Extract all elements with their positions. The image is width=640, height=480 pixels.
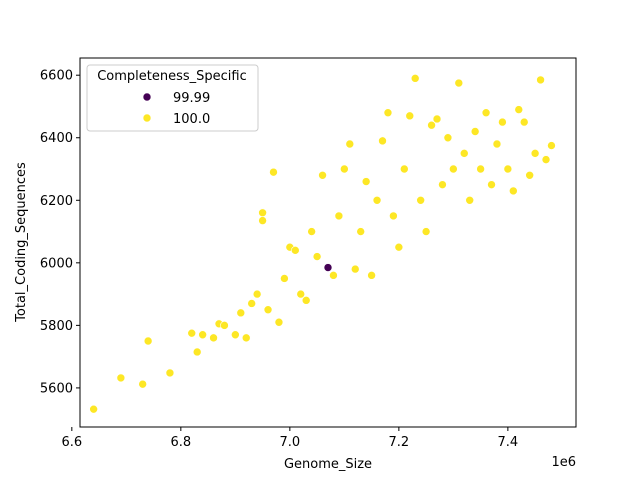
data-point <box>340 164 349 174</box>
x-offset-label: 1e6 <box>551 455 576 470</box>
data-point <box>356 227 366 236</box>
data-point <box>350 264 360 274</box>
data-point <box>410 74 420 83</box>
y-axis: 5600 5800 6000 6200 6400 6600 <box>40 69 80 396</box>
data-point <box>400 164 409 174</box>
data-point <box>345 139 355 149</box>
data-point <box>252 289 262 299</box>
data-point <box>449 164 458 174</box>
data-point <box>383 108 393 118</box>
data-point <box>547 141 556 150</box>
data-point <box>476 164 485 174</box>
points-layer <box>89 74 556 414</box>
data-point <box>269 167 278 177</box>
y-tick-label: 6400 <box>40 131 73 146</box>
data-point <box>487 180 496 189</box>
data-point <box>509 186 518 196</box>
data-point <box>405 111 415 121</box>
data-point <box>241 333 251 343</box>
data-point <box>361 177 371 186</box>
data-point <box>470 127 480 136</box>
data-point <box>143 336 153 346</box>
data-point <box>427 120 436 130</box>
data-point <box>394 242 404 252</box>
data-point <box>525 170 534 180</box>
data-point <box>323 263 333 272</box>
legend-marker-100-0 <box>142 113 152 123</box>
data-point <box>541 155 551 164</box>
y-tick-label: 6000 <box>40 256 73 271</box>
data-point <box>165 368 175 378</box>
y-axis-label: Total_Coding_Sequences <box>14 162 29 323</box>
data-point <box>301 296 311 305</box>
data-point <box>432 114 442 124</box>
y-tick-label: 5800 <box>40 319 73 334</box>
x-tick-label: 6.8 <box>170 435 191 450</box>
x-tick-label: 7.0 <box>280 435 301 450</box>
data-point <box>296 289 306 299</box>
data-point <box>334 211 344 221</box>
data-point <box>481 108 491 118</box>
data-point <box>116 373 126 383</box>
data-point <box>318 170 327 180</box>
data-point <box>198 330 207 340</box>
legend-label-99-99: 99.99 <box>173 91 210 106</box>
data-point <box>258 216 267 225</box>
data-point <box>280 274 289 283</box>
legend-marker-99-99 <box>142 92 152 102</box>
data-point <box>209 333 218 343</box>
data-point <box>514 105 524 114</box>
data-point <box>329 271 338 280</box>
x-tick-label: 7.2 <box>389 435 410 450</box>
data-point <box>492 139 502 149</box>
data-point <box>231 330 240 340</box>
data-point <box>236 308 246 318</box>
data-point <box>503 164 513 174</box>
y-tick-label: 6200 <box>40 194 73 209</box>
data-point <box>89 404 98 414</box>
data-point <box>247 299 256 308</box>
data-point <box>367 271 376 280</box>
data-point <box>454 78 464 88</box>
data-point <box>192 347 202 357</box>
data-point <box>443 133 453 143</box>
data-point <box>498 117 507 127</box>
x-tick-label: 6.6 <box>61 435 82 450</box>
data-point <box>372 195 382 205</box>
data-point <box>416 195 425 205</box>
data-point <box>438 180 447 189</box>
y-tick-label: 6600 <box>40 69 73 84</box>
legend-box <box>86 64 259 132</box>
data-point <box>389 211 398 221</box>
x-axis-label: Genome_Size <box>284 457 372 472</box>
data-point <box>263 305 273 315</box>
x-tick-label: 7.4 <box>498 435 519 450</box>
data-point <box>421 227 431 236</box>
data-point <box>187 328 197 338</box>
data-point <box>378 136 387 146</box>
legend-title: Completeness_Specific <box>97 69 247 84</box>
y-tick-label: 5600 <box>40 381 73 396</box>
x-axis: 6.6 6.8 7.0 7.2 7.4 <box>61 427 518 450</box>
data-point <box>312 252 322 261</box>
data-point <box>290 246 300 255</box>
data-point <box>138 379 147 389</box>
data-point <box>465 195 475 205</box>
plot-frame <box>79 57 577 428</box>
data-point <box>220 321 229 330</box>
data-point <box>274 317 284 327</box>
data-point <box>536 75 545 85</box>
data-point <box>530 149 540 158</box>
data-point <box>459 149 469 158</box>
data-point <box>519 117 529 127</box>
legend: Completeness_Specific 99.99 100.0 <box>86 64 259 132</box>
legend-label-100-0: 100.0 <box>173 112 210 127</box>
data-point <box>258 208 267 218</box>
data-point <box>307 227 316 236</box>
